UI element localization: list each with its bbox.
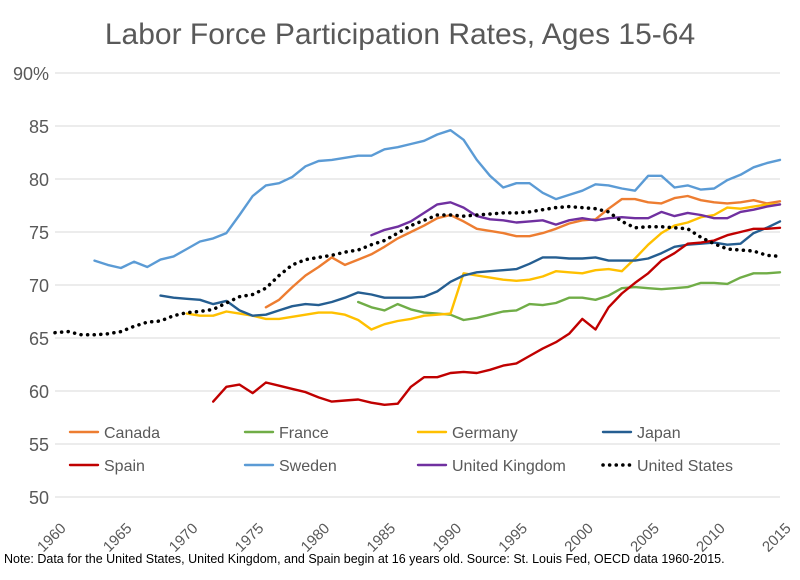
x-tick-label: 1970 [166,520,202,556]
y-tick-label: 80 [29,170,49,190]
series-line-france [357,271,782,322]
legend-label: Spain [104,458,145,475]
x-tick-label: 1980 [298,520,334,556]
series-line-germany [185,203,782,331]
x-tick-label: 1990 [429,520,465,556]
legend-label: Japan [637,425,681,442]
chart-note: Note: Data for the United States, United… [4,552,725,566]
legend-item: United States [601,458,733,475]
legend-item: Spain [68,458,145,475]
series-line-united-kingdom [370,201,782,237]
legend-item: Germany [416,425,518,442]
x-tick-label: 2010 [693,520,729,556]
x-tick-label: 1985 [364,520,400,556]
y-tick-label: 65 [29,329,49,349]
y-tick-label: 60 [29,382,49,402]
chart-title: Labor Force Participation Rates, Ages 15… [104,18,696,51]
legend-label: United States [637,458,733,475]
x-tick-label: 2000 [561,520,597,556]
y-tick-label: 55 [29,435,49,455]
legend-label: United Kingdom [452,458,566,475]
series-line-sweden [93,128,782,270]
y-tick-label: 50 [29,488,49,508]
legend-item: United Kingdom [416,458,566,475]
legend-label: France [279,425,329,442]
x-tick-label: 1960 [34,520,70,556]
y-tick-label: 75 [29,223,49,243]
legend-item: France [243,425,329,442]
x-tick-label: 1975 [232,520,268,556]
legend-label: Canada [104,425,160,442]
y-tick-label: 85 [29,117,49,137]
x-tick-label: 1965 [100,520,136,556]
series-line-spain [211,226,782,406]
legend-label: Germany [452,425,518,442]
series-line-japan [159,220,782,317]
series-line-united-states [53,204,782,337]
x-tick-label: 2005 [627,520,663,556]
series-line-canada [264,194,782,309]
legend-item: Japan [601,425,681,442]
y-tick-label: 70 [29,276,49,296]
x-tick-label: 1995 [495,520,531,556]
y-tick-label: 90% [13,64,49,84]
legend-label: Sweden [279,458,337,475]
legend-item: Sweden [243,458,337,475]
legend-item: Canada [68,425,160,442]
x-tick-label: 2015 [759,520,795,556]
